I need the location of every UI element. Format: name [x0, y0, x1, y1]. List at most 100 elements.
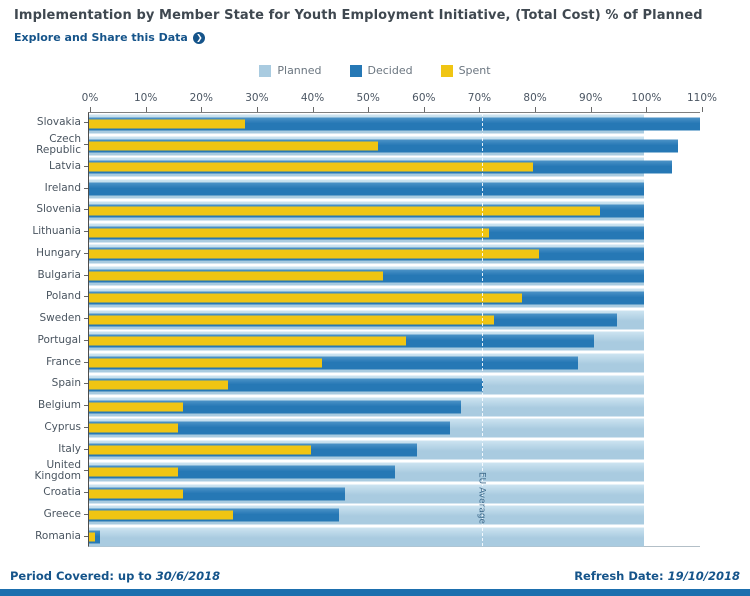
country-label-greece: Greece [2, 504, 88, 526]
x-tick-mark [312, 107, 314, 112]
country-name: Slovakia [36, 116, 81, 129]
bar-decided-romania[interactable] [89, 530, 101, 544]
x-tick-mark [201, 107, 203, 112]
bar-row-greece [89, 505, 700, 527]
country-label-slovakia: Slovakia [2, 112, 88, 134]
bar-spent-czech-republic[interactable] [89, 141, 378, 151]
country-label-latvia: Latvia [2, 156, 88, 178]
eu-average-reference-line: EU Average [477, 113, 487, 546]
y-tick-mark [84, 426, 88, 428]
country-label-ireland: Ireland [2, 177, 88, 199]
bar-spent-poland[interactable] [89, 293, 523, 303]
y-tick-mark [84, 318, 88, 320]
country-label-slovenia: Slovenia [2, 199, 88, 221]
bar-row-hungary [89, 244, 700, 266]
bar-row-sweden [89, 309, 700, 331]
y-tick-mark [84, 274, 88, 276]
bar-row-italy [89, 439, 700, 461]
country-label-hungary: Hungary [2, 243, 88, 265]
bar-spent-bulgaria[interactable] [89, 271, 384, 281]
planned-swatch-icon [259, 64, 272, 77]
bar-row-slovenia [89, 200, 700, 222]
country-name: Italy [58, 442, 81, 455]
country-label-czech-republic: Czech Republic [2, 132, 88, 156]
bar-spent-portugal[interactable] [89, 336, 406, 346]
bar-spent-france[interactable] [89, 358, 323, 368]
bar-planned-romania[interactable] [89, 527, 645, 547]
bar-spent-belgium[interactable] [89, 402, 184, 412]
x-tick-mark [646, 107, 648, 112]
explore-share-link[interactable]: Explore and Share this Data ❯ [14, 31, 205, 44]
x-tick-label: 110% [686, 92, 718, 104]
legend-item-spent[interactable]: Spent [440, 64, 491, 77]
bar-row-ireland [89, 178, 700, 200]
plot-area: EU Average [88, 112, 700, 547]
bar-row-latvia [89, 157, 700, 179]
x-tick-mark [590, 107, 592, 112]
legend-item-decided[interactable]: Decided [349, 64, 413, 77]
spent-swatch-icon [440, 64, 453, 77]
bar-spent-greece[interactable] [89, 510, 234, 520]
bar-spent-italy[interactable] [89, 445, 312, 455]
x-tick-label: 90% [579, 92, 603, 104]
y-tick-mark [84, 144, 88, 146]
bar-spent-sweden[interactable] [89, 315, 495, 325]
bar-decided-ireland[interactable] [89, 182, 645, 196]
y-tick-mark [84, 470, 88, 472]
y-tick-mark [84, 492, 88, 494]
y-tick-mark [84, 339, 88, 341]
bar-spent-hungary[interactable] [89, 249, 539, 259]
country-label-romania: Romania [2, 525, 88, 547]
arrow-right-circle-icon: ❯ [192, 31, 205, 44]
country-name: Cyprus [44, 420, 81, 433]
refresh-date-value: 19/10/2018 [667, 569, 740, 583]
bar-row-croatia [89, 483, 700, 505]
bar-spent-croatia[interactable] [89, 489, 184, 499]
country-name: Romania [35, 529, 81, 542]
x-axis-labels: 0% 10% 20% 30% 40% 50% 60% 70% 80% 90% 100% 110% [82, 92, 717, 106]
bar-row-portugal [89, 331, 700, 353]
x-tick-label: 40% [300, 92, 325, 104]
period-covered: Period Covered: up to 30/6/2018 [10, 569, 221, 583]
bar-row-romania [89, 526, 700, 548]
bar-row-spain [89, 374, 700, 396]
bottom-accent-bar [0, 589, 750, 596]
legend-item-planned[interactable]: Planned [259, 64, 322, 77]
explore-share-label: Explore and Share this Data [14, 31, 188, 44]
country-name: Croatia [43, 486, 81, 499]
refresh-date: Refresh Date: 19/10/2018 [574, 569, 740, 583]
country-name: Hungary [36, 246, 81, 259]
y-tick-mark [84, 122, 88, 124]
bar-spent-united-kingdom[interactable] [89, 467, 178, 477]
x-tick-label: 0% [81, 92, 99, 104]
bar-spent-latvia[interactable] [89, 162, 534, 172]
eu-average-label: EU Average [476, 471, 487, 524]
y-tick-mark [84, 252, 88, 254]
bar-spent-romania[interactable] [89, 532, 95, 542]
bar-spent-lithuania[interactable] [89, 228, 489, 238]
bar-row-lithuania [89, 222, 700, 244]
y-tick-mark [84, 361, 88, 363]
bar-spent-slovenia[interactable] [89, 206, 601, 216]
country-name: Czech Republic [36, 132, 81, 156]
bar-decided-cyprus[interactable] [89, 421, 451, 435]
country-label-lithuania: Lithuania [2, 221, 88, 243]
country-name: United Kingdom [34, 458, 81, 482]
x-tick-label: 10% [133, 92, 158, 104]
x-tick-label: 70% [467, 92, 492, 104]
y-tick-mark [84, 383, 88, 385]
legend-label: Planned [277, 64, 322, 77]
x-axis-ticks [90, 106, 703, 112]
legend-label: Decided [367, 64, 413, 77]
y-axis-labels: Slovakia Czech Republic Latvia Ireland Slove… [2, 112, 88, 547]
country-label-cyprus: Cyprus [2, 417, 88, 439]
country-label-croatia: Croatia [2, 482, 88, 504]
bar-row-poland [89, 287, 700, 309]
bar-spent-slovakia[interactable] [89, 119, 245, 129]
bar-spent-cyprus[interactable] [89, 423, 178, 433]
y-tick-mark [84, 535, 88, 537]
bar-spent-spain[interactable] [89, 380, 228, 390]
bar-row-czech-republic [89, 135, 700, 157]
x-tick-label: 30% [245, 92, 269, 104]
